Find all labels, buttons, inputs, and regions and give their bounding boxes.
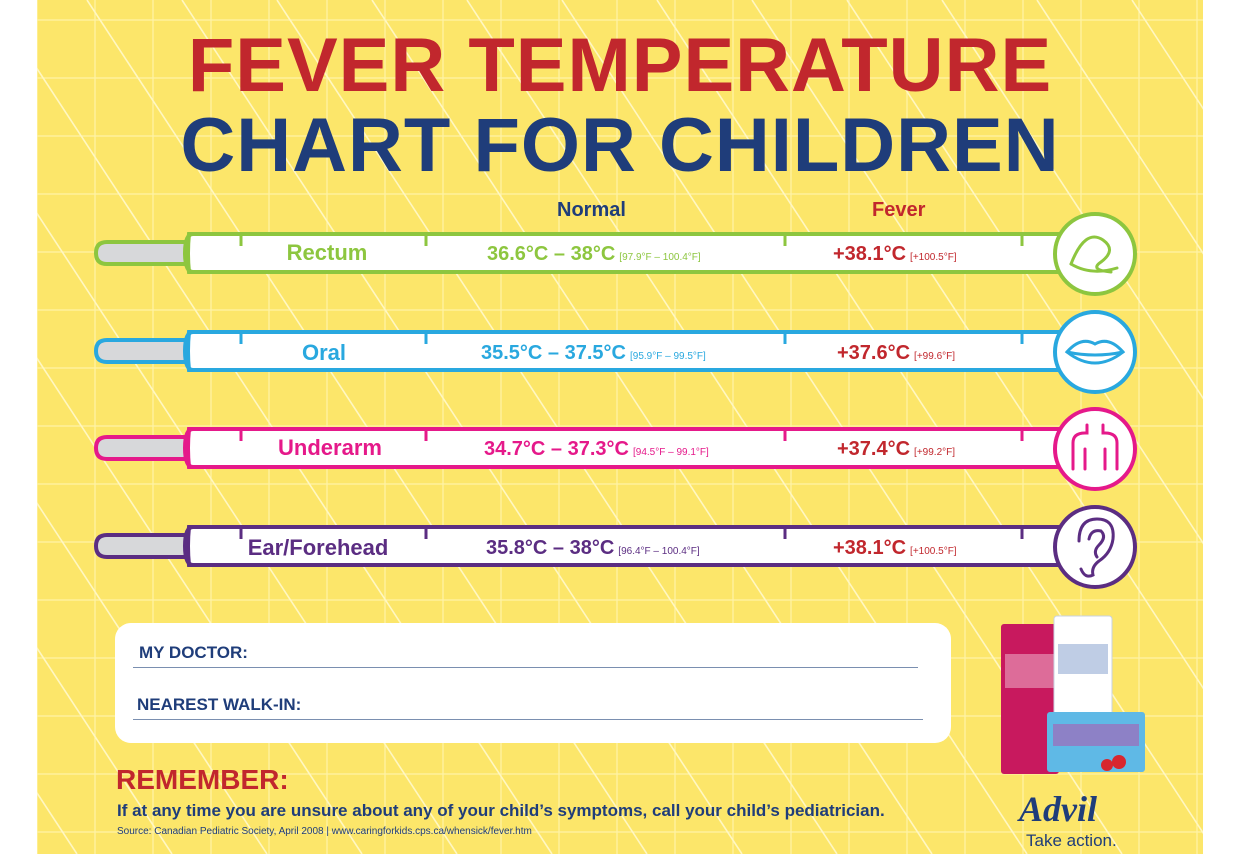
fever-fahrenheit: [+99.6°F] — [914, 351, 956, 362]
fever-celsius: +37.4°C — [837, 438, 911, 460]
thermometer-2 — [93, 310, 1137, 394]
thermometer-label-oral: Oral — [301, 340, 347, 365]
fever-threshold-oral: +37.6°C [+99.6°F] — [837, 342, 955, 365]
rectum-icon-circle — [1053, 212, 1137, 296]
my-doctor-line[interactable] — [133, 667, 918, 668]
normal-range-rectum: 36.6°C – 38°C [97.9°F – 100.4°F] — [487, 243, 701, 266]
contact-form: MY DOCTOR: NEAREST WALK-IN: — [115, 623, 951, 743]
normal-column-header: Normal — [557, 199, 626, 221]
normal-range-underarm: 34.7°C – 37.3°C [94.5°F – 99.1°F] — [484, 438, 709, 461]
ear-icon-circle — [1053, 505, 1137, 589]
lips-icon — [1064, 339, 1126, 365]
underarm-icon-circle — [1053, 407, 1137, 491]
normal-range-celsius: 35.8°C – 38°C — [486, 537, 615, 559]
normal-range-celsius: 34.7°C – 37.3°C — [484, 438, 629, 460]
fever-fahrenheit: [+99.2°F] — [914, 447, 956, 458]
thermometer-label-ear-forehead: Ear/Forehead — [247, 535, 389, 560]
advil-tagline: Take action. — [1026, 831, 1117, 850]
underarm-icon — [1071, 423, 1119, 471]
normal-range-fahrenheit: [94.5°F – 99.1°F] — [632, 447, 709, 458]
thermometer-4 — [93, 505, 1137, 589]
fever-celsius: +38.1°C — [833, 537, 907, 559]
thermometers — [93, 212, 1137, 589]
advil-logo: Advil — [1019, 789, 1097, 829]
fever-threshold-underarm: +37.4°C [+99.2°F] — [837, 438, 955, 461]
title-line-1: FEVER TEMPERATURE — [187, 23, 1053, 108]
fever-column-header: Fever — [872, 199, 926, 221]
fever-celsius: +37.6°C — [837, 342, 911, 364]
fever-fahrenheit: [+100.5°F] — [910, 252, 957, 263]
source-citation: Source: Canadian Pediatric Society, Apri… — [117, 826, 532, 837]
fever-fahrenheit: [+100.5°F] — [910, 546, 957, 557]
nearest-walkin-label: NEAREST WALK-IN: — [137, 695, 302, 714]
rectum-icon — [1069, 235, 1119, 274]
advil-product-boxes — [1001, 615, 1145, 774]
thermometer-1 — [93, 212, 1137, 296]
normal-range-oral: 35.5°C – 37.5°C [95.9°F – 99.5°F] — [481, 342, 706, 365]
nearest-walkin-line[interactable] — [133, 719, 923, 720]
title-line-2: CHART FOR CHILDREN — [180, 103, 1060, 188]
normal-range-fahrenheit: [97.9°F – 100.4°F] — [619, 252, 701, 263]
fever-chart-poster: FEVER TEMPERATURE CHART FOR CHILDREN Nor… — [37, 0, 1203, 854]
fever-celsius: +38.1°C — [833, 243, 907, 265]
normal-range-fahrenheit: [96.4°F – 100.4°F] — [618, 546, 700, 557]
my-doctor-label: MY DOCTOR: — [139, 643, 248, 662]
normal-range-ear-forehead: 35.8°C – 38°C [96.4°F – 100.4°F] — [486, 537, 700, 560]
remember-heading: REMEMBER: — [116, 764, 289, 795]
thermometer-3 — [93, 407, 1137, 491]
normal-range-celsius: 35.5°C – 37.5°C — [481, 342, 626, 364]
lips-icon-circle — [1053, 310, 1137, 394]
thermometer-label-rectum: Rectum — [286, 240, 368, 265]
thermometer-label-underarm: Underarm — [278, 435, 382, 460]
remember-text: If at any time you are unsure about any … — [117, 801, 885, 820]
normal-range-fahrenheit: [95.9°F – 99.5°F] — [629, 351, 706, 362]
fever-threshold-rectum: +38.1°C [+100.5°F] — [833, 243, 957, 266]
normal-range-celsius: 36.6°C – 38°C — [487, 243, 616, 265]
fever-threshold-ear-forehead: +38.1°C [+100.5°F] — [833, 537, 957, 560]
ear-icon — [1077, 517, 1115, 578]
